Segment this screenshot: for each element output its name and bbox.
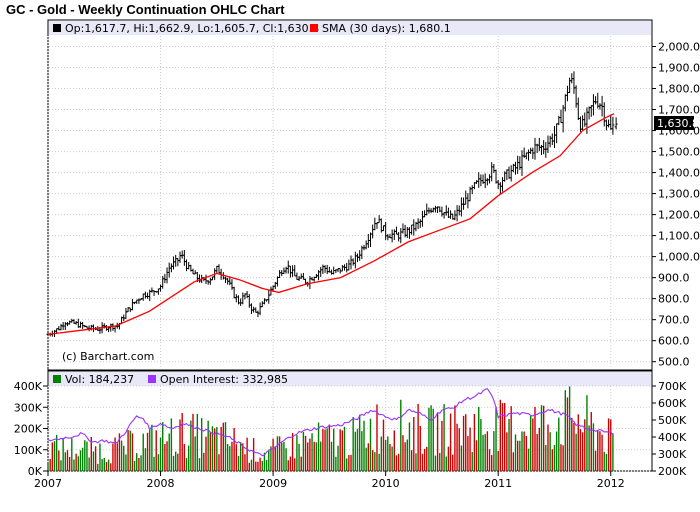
ohlc-legend-label: Op:1,617.7, Hi:1,662.9, Lo:1,605.7, Cl:1… (65, 22, 319, 35)
sma-line (47, 113, 615, 336)
price-tick-label: 500.0 (658, 356, 690, 369)
ohlc-legend-swatch (53, 24, 61, 32)
oi-tick-label: 200K (658, 465, 687, 478)
price-tick-label: 1,400.0 (658, 167, 700, 180)
price-tick-label: 1,700.0 (658, 104, 700, 117)
open-interest-series-line (47, 388, 614, 457)
price-tick-label: 600.0 (658, 335, 690, 348)
price-tick-label: 800.0 (658, 293, 690, 306)
x-tick-label: 2008 (147, 477, 175, 490)
sma-legend-swatch (310, 24, 318, 32)
volume-legend-bar (49, 372, 651, 386)
oi-legend-label: Open Interest: 332,985 (160, 373, 288, 386)
price-tick-label: 1,800.0 (658, 83, 700, 96)
price-tick-label: 1,300.0 (658, 188, 700, 201)
price-panel (47, 19, 653, 371)
axis-ticks: 500.0 600.0 700.0 800.0 900.0 1,000.0 1,100.0 1… (14, 41, 700, 490)
x-tick-label: 2007 (34, 477, 62, 490)
sma-series-line (47, 113, 615, 336)
watermark: (c) Barchart.com (62, 350, 154, 363)
price-tick-label: 1,000.0 (658, 251, 700, 264)
oi-tick-label: 600K (658, 397, 687, 410)
price-tick-label: 700.0 (658, 314, 690, 327)
chart-title: GC - Gold - Weekly Continuation OHLC Cha… (6, 2, 285, 17)
volume-tick-label: 100K (14, 444, 43, 457)
price-tick-label: 2,000.0 (658, 41, 700, 54)
price-tick-label: 1,500.0 (658, 146, 700, 159)
x-tick-label: 2010 (372, 477, 400, 490)
x-tick-label: 2009 (259, 477, 287, 490)
volume-bars (47, 386, 614, 471)
oi-tick-label: 300K (658, 448, 687, 461)
vol-legend-label: Vol: 184,237 (65, 373, 134, 386)
price-tick-label: 1,900.0 (658, 62, 700, 75)
price-tick-label: 1,200.0 (658, 209, 700, 222)
price-tick-label: 900.0 (658, 272, 690, 285)
oi-tick-label: 700K (658, 380, 687, 393)
x-tick-label: 2012 (597, 477, 625, 490)
vol-legend-swatch (53, 375, 61, 383)
volume-tick-label: 400K (14, 380, 43, 393)
oi-tick-label: 500K (658, 414, 687, 427)
last-price-tag-bg (654, 116, 694, 130)
volume-tick-label: 200K (14, 423, 43, 436)
price-bars (46, 71, 618, 338)
last-price-tag: 1,630.8 (657, 117, 699, 130)
price-legend-bar (49, 21, 651, 35)
volume-tick-label: 0K (28, 465, 43, 478)
oi-tick-label: 400K (658, 431, 687, 444)
sma-legend-label: SMA (30 days): 1,680.1 (322, 22, 451, 35)
price-tick-label: 1,100.0 (658, 230, 700, 243)
x-tick-label: 2011 (484, 477, 512, 490)
volume-tick-label: 300K (14, 401, 43, 414)
oi-legend-swatch (148, 375, 156, 383)
open-interest-line (47, 388, 614, 457)
ohlc-bar-last (614, 117, 618, 130)
ohlc-bar (611, 116, 615, 135)
